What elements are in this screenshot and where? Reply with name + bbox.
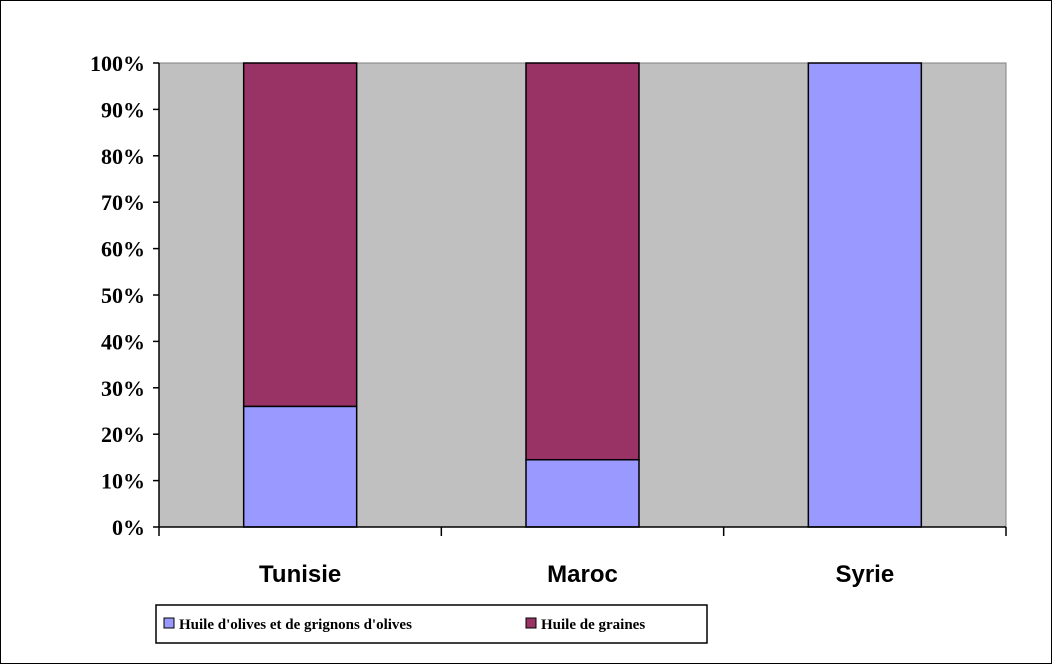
legend-label-1: Huile d'olives et de grignons d'olives (179, 617, 412, 633)
bar-maroc-series-1 (525, 458, 640, 528)
y-tick-label: 70% (101, 190, 145, 215)
y-tick-label: 80% (101, 144, 145, 169)
y-tick-label: 50% (101, 283, 145, 308)
legend-swatch-1 (163, 617, 175, 629)
bar-tunisie-series-2 (242, 62, 358, 408)
legend-label-2: Huile de graines (541, 617, 645, 633)
x-tick-label-maroc: Maroc (547, 561, 618, 588)
x-tick-label-tunisie: Tunisie (259, 561, 341, 588)
y-tick-label: 90% (101, 97, 145, 122)
y-tick-label: 60% (101, 237, 145, 262)
bar-tunisie-series-1 (242, 405, 358, 528)
x-tick-label-syrie: Syrie (835, 561, 894, 588)
y-tick-label: 20% (101, 422, 145, 447)
legend-box (155, 604, 708, 644)
y-tick-label: 10% (101, 469, 145, 494)
bar-syrie-series-1 (807, 62, 923, 528)
bar-maroc-series-2 (525, 62, 640, 461)
y-tick-label: 30% (101, 376, 145, 401)
y-tick-label: 0% (112, 515, 145, 540)
legend-swatch-2 (525, 617, 537, 629)
y-tick-label: 40% (101, 329, 145, 354)
y-tick-label: 100% (90, 51, 145, 76)
